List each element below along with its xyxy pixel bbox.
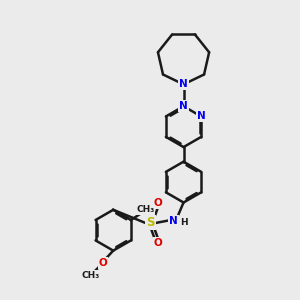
Text: N: N [179, 80, 188, 89]
Text: O: O [154, 198, 162, 208]
Text: N: N [179, 101, 188, 111]
Text: S: S [146, 216, 155, 230]
Text: H: H [180, 218, 188, 227]
Text: N: N [197, 112, 206, 122]
Text: CH₃: CH₃ [136, 205, 154, 214]
Text: CH₃: CH₃ [82, 271, 100, 280]
Text: O: O [99, 258, 107, 268]
Text: N: N [169, 216, 178, 226]
Text: O: O [154, 238, 162, 248]
